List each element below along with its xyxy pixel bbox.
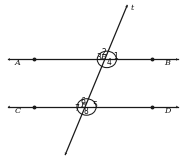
Text: 7: 7: [75, 104, 79, 113]
Text: 1: 1: [113, 52, 118, 61]
Text: 2: 2: [101, 48, 106, 57]
Text: t: t: [130, 4, 133, 12]
Text: D: D: [164, 107, 170, 115]
Text: A: A: [15, 59, 20, 67]
Text: 3: 3: [97, 52, 102, 61]
Text: F: F: [80, 101, 86, 109]
Text: 6: 6: [81, 97, 86, 106]
Text: C: C: [14, 107, 20, 115]
Text: 5: 5: [93, 101, 98, 110]
Text: 4: 4: [107, 58, 111, 67]
Text: 8: 8: [84, 107, 89, 116]
Text: B: B: [164, 59, 170, 67]
Text: E: E: [100, 53, 106, 61]
